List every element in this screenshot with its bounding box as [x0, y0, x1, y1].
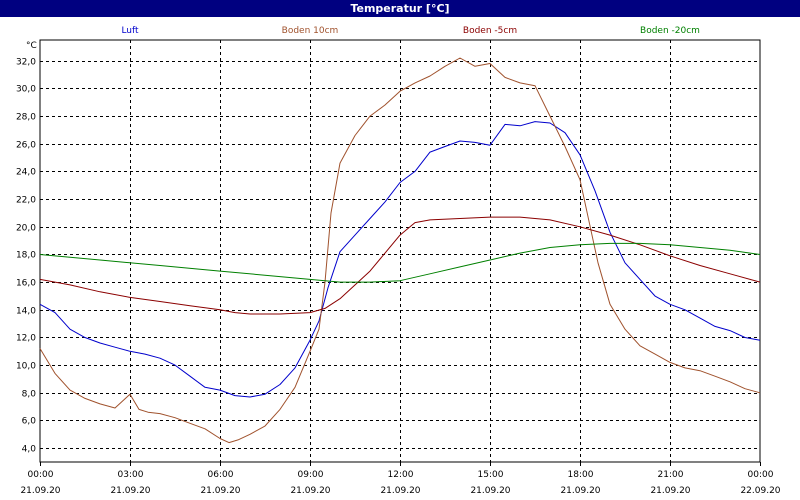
x-tick-time-label: 21:00	[658, 470, 684, 480]
y-tick-label: 18,0	[16, 251, 36, 261]
chart-title: Temperatur [°C]	[0, 0, 800, 17]
series-line-boden-20cm	[39, 242, 761, 283]
legend-entry: Boden -20cm	[640, 26, 700, 36]
legend-entry: Boden 10cm	[282, 26, 339, 36]
x-tick-date-label: 21.09.20	[470, 486, 510, 496]
x-tick-date-label: 21.09.20	[200, 486, 240, 496]
x-tick-date-label: 21.09.20	[560, 486, 600, 496]
x-tick-time-label: 09:00	[298, 470, 324, 480]
x-tick-time-label: 12:00	[388, 470, 414, 480]
y-tick-label: 30,0	[16, 85, 36, 95]
x-tick-date-label: 22.09.20	[740, 486, 780, 496]
x-tick-time-label: 03:00	[118, 470, 144, 480]
y-tick-label: 8,0	[22, 390, 37, 400]
y-tick-label: 12,0	[16, 334, 36, 344]
y-tick-label: 14,0	[16, 307, 36, 317]
x-tick-date-label: 21.09.20	[110, 486, 150, 496]
series-lines	[39, 57, 761, 444]
y-axis-tick-labels: 4,0 6,0 8,0 10,0 12,0 14,0 16,0 18,0 20,0 22,0 24,…	[16, 58, 36, 455]
series-line-luft	[39, 121, 761, 398]
x-tick-time-label: 18:00	[568, 470, 594, 480]
x-tick-date-label: 21.09.20	[290, 486, 330, 496]
x-tick-time-label: 15:00	[478, 470, 504, 480]
y-tick-label: 32,0	[16, 58, 36, 68]
x-tick-time-label: 00:00	[28, 470, 54, 480]
y-axis-unit: °C	[26, 41, 37, 51]
x-axis-tick-labels: 00:00 21.09.20 03:00 21.09.20 06:00 21.09.20 0…	[20, 462, 781, 496]
series-line-boden-5cm	[39, 216, 761, 315]
y-tick-label: 28,0	[16, 113, 36, 123]
x-tick-time-label: 00:00	[748, 470, 774, 480]
y-tick-label: 20,0	[16, 224, 36, 234]
x-tick-date-label: 21.09.20	[650, 486, 690, 496]
y-tick-label: 4,0	[22, 445, 37, 455]
y-tick-label: 24,0	[16, 168, 36, 178]
y-tick-label: 26,0	[16, 141, 36, 151]
series-line-boden-10cm	[39, 57, 761, 444]
y-tick-label: 6,0	[22, 417, 37, 427]
vertical-gridlines	[130, 40, 671, 462]
y-tick-label: 16,0	[16, 279, 36, 289]
y-tick-label: 10,0	[16, 362, 36, 372]
y-tick-label: 22,0	[16, 196, 36, 206]
x-tick-time-label: 06:00	[208, 470, 234, 480]
legend: Luft Boden 10cm Boden -5cm Boden -20cm	[121, 26, 700, 36]
x-tick-date-label: 21.09.20	[380, 486, 420, 496]
horizontal-gridlines	[40, 61, 760, 449]
legend-entry: Luft	[121, 26, 139, 36]
x-tick-date-label: 21.09.20	[20, 486, 60, 496]
legend-entry: Boden -5cm	[463, 26, 517, 36]
